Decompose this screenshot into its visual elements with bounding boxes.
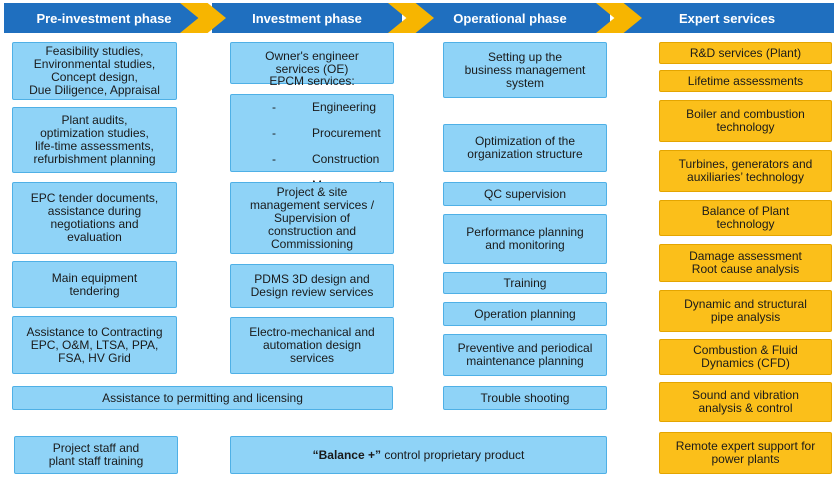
permitting-licensing-box: Assistance to permitting and licensing <box>12 386 393 410</box>
organization-structure-box: Optimization of the organization structu… <box>443 124 607 172</box>
performance-planning-box: Performance planning and monitoring <box>443 214 607 264</box>
project-site-management-box: Project & site management services / Sup… <box>230 182 394 254</box>
epcm-services-title: EPCM services: <box>269 73 355 88</box>
maintenance-planning-box: Preventive and periodical maintenance pl… <box>443 334 607 376</box>
damage-assessment-box: Damage assessment Root cause analysis <box>659 244 832 282</box>
phase-header-investment: Investment phase <box>212 3 402 33</box>
cfd-box: Combustion & Fluid Dynamics (CFD) <box>659 339 832 375</box>
rd-services-box: R&D services (Plant) <box>659 42 832 64</box>
training-box: Training <box>443 272 607 294</box>
epcm-item-procurement: Procurement <box>311 125 381 140</box>
phase-header-pre-investment: Pre-investment phase <box>4 3 204 33</box>
epcm-item-engineering: Engineering <box>311 99 377 114</box>
phase-header-operational: Operational phase <box>410 3 610 33</box>
epc-tender-documents-box: EPC tender documents, assistance during … <box>12 182 177 254</box>
qc-supervision-box: QC supervision <box>443 182 607 206</box>
plant-audits-box: Plant audits, optimization studies, life… <box>12 107 177 173</box>
staff-training-box: Project staff and plant staff training <box>14 436 178 474</box>
boiler-combustion-box: Boiler and combustion technology <box>659 100 832 142</box>
balance-of-plant-box: Balance of Plant technology <box>659 200 832 236</box>
pdms-design-box: PDMS 3D design and Design review service… <box>230 264 394 308</box>
epcm-item-construction: Construction <box>311 151 380 166</box>
assistance-to-contracting-box: Assistance to Contracting EPC, O&M, LTSA… <box>12 316 177 374</box>
balance-plus-product-box: “Balance +” control proprietary product <box>230 436 607 474</box>
trouble-shooting-box: Trouble shooting <box>443 386 607 410</box>
operation-planning-box: Operation planning <box>443 302 607 326</box>
owners-engineer-box: Owner's engineer services (OE) <box>230 42 394 84</box>
pipe-analysis-box: Dynamic and structural pipe analysis <box>659 290 832 332</box>
lifetime-assessments-box: Lifetime assessments <box>659 70 832 92</box>
main-equipment-tendering-box: Main equipment tendering <box>12 261 177 308</box>
business-management-system-box: Setting up the business management syste… <box>443 42 607 98</box>
balance-plus-name: “Balance +” <box>312 447 381 462</box>
electro-mechanical-design-box: Electro-mechanical and automation design… <box>230 317 394 374</box>
balance-plus-description: control proprietary product <box>380 447 525 462</box>
epcm-services-box: EPCM services: - Engineering - Procurement… <box>230 74 394 191</box>
turbines-generators-box: Turbines, generators and auxiliaries’ te… <box>659 150 832 192</box>
sound-vibration-box: Sound and vibration analysis & control <box>659 382 832 422</box>
remote-expert-support-box: Remote expert support for power plants <box>659 432 832 474</box>
phase-header-expert-services: Expert services <box>620 3 834 33</box>
feasibility-studies-box: Feasibility studies, Environmental studi… <box>12 42 177 100</box>
